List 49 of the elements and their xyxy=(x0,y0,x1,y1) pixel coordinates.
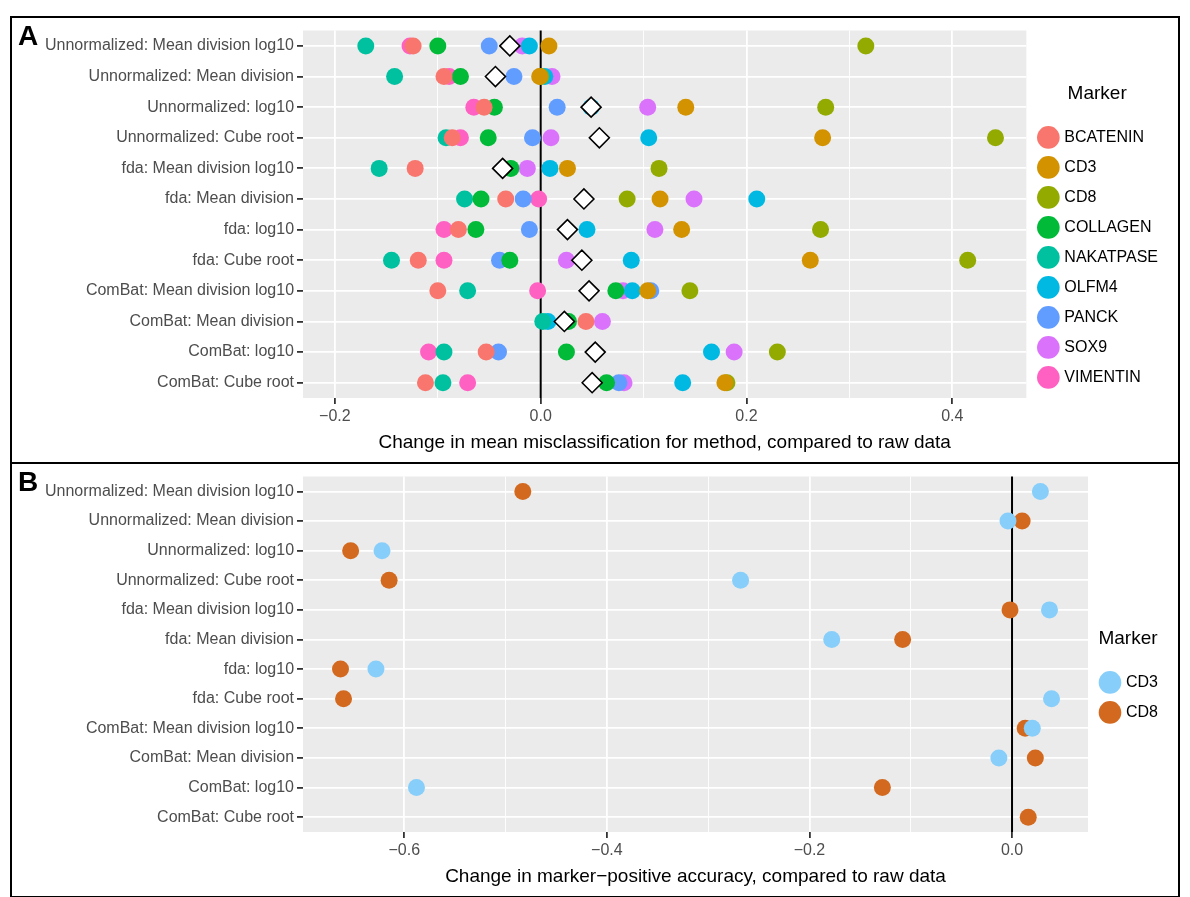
legend-label: CD3 xyxy=(1125,672,1159,690)
y-tick-label: Unnormalized: Mean division xyxy=(88,66,295,84)
legend-label: CD8 xyxy=(1125,702,1159,720)
y-tick-label: fda: Mean division log10 xyxy=(121,158,295,176)
y-tick-label: Unnormalized: log10 xyxy=(147,97,295,115)
x-tick-label: 0.4 xyxy=(941,407,964,425)
y-tick-label: fda: log10 xyxy=(223,659,295,677)
y-tick-label: Unnormalized: Cube root xyxy=(116,570,295,588)
legend-label: CD8 xyxy=(1064,187,1097,205)
y-tick-label: fda: Cube root xyxy=(192,250,295,268)
legend-label: PANCK xyxy=(1064,307,1119,325)
legend-label: NAKATPASE xyxy=(1064,247,1158,265)
y-tick-label: fda: Mean division log10 xyxy=(121,600,295,618)
legend-title: Marker xyxy=(1098,627,1159,649)
y-tick-label: Unnormalized: Mean division log10 xyxy=(44,36,295,54)
text: B xyxy=(18,466,39,498)
x-tick-label: −0.2 xyxy=(319,407,351,425)
legend-label: OLFM4 xyxy=(1064,277,1118,295)
y-tick-label: fda: Mean division xyxy=(165,189,295,207)
legend-label: SOX9 xyxy=(1064,337,1108,355)
y-tick-label: ComBat: Mean division log10 xyxy=(85,718,295,736)
x-axis-title: Change in marker−positive accuracy, compared to raw data xyxy=(445,864,947,886)
y-tick-label: fda: Mean division xyxy=(165,629,295,647)
y-tick-label: ComBat: log10 xyxy=(188,342,295,360)
x-tick-label: −0.2 xyxy=(793,841,826,859)
x-tick-label: 0.0 xyxy=(529,407,552,425)
y-tick-label: ComBat: Cube root xyxy=(157,373,295,391)
y-tick-label: Unnormalized: log10 xyxy=(147,541,295,559)
x-tick-label: −0.4 xyxy=(591,841,623,859)
y-tick-label: fda: log10 xyxy=(223,220,295,238)
y-tick-label: Unnormalized: Mean division xyxy=(88,511,295,529)
x-tick-label: −0.6 xyxy=(388,841,421,859)
legend-label: CD3 xyxy=(1064,157,1097,175)
x-tick-label: 0.0 xyxy=(1000,841,1024,859)
y-tick-label: ComBat: log10 xyxy=(188,777,295,795)
y-tick-label: ComBat: Mean division xyxy=(129,311,295,329)
y-tick-label: ComBat: Mean division xyxy=(129,748,295,766)
x-axis-title: Change in mean misclassification for method, compared to raw data xyxy=(378,430,952,452)
x-tick-label: 0.2 xyxy=(735,407,758,425)
legend-label: BCATENIN xyxy=(1064,127,1145,145)
y-tick-label: Unnormalized: Mean division log10 xyxy=(44,481,295,499)
y-tick-label: fda: Cube root xyxy=(192,689,295,707)
text: A xyxy=(18,20,39,52)
y-tick-label: ComBat: Mean division log10 xyxy=(85,281,295,299)
legend-title: Marker xyxy=(1067,82,1128,104)
y-tick-label: Unnormalized: Cube root xyxy=(116,128,295,146)
y-tick-label: ComBat: Cube root xyxy=(157,807,295,825)
legend-label: COLLAGEN xyxy=(1064,217,1152,235)
legend-label: VIMENTIN xyxy=(1064,367,1141,385)
